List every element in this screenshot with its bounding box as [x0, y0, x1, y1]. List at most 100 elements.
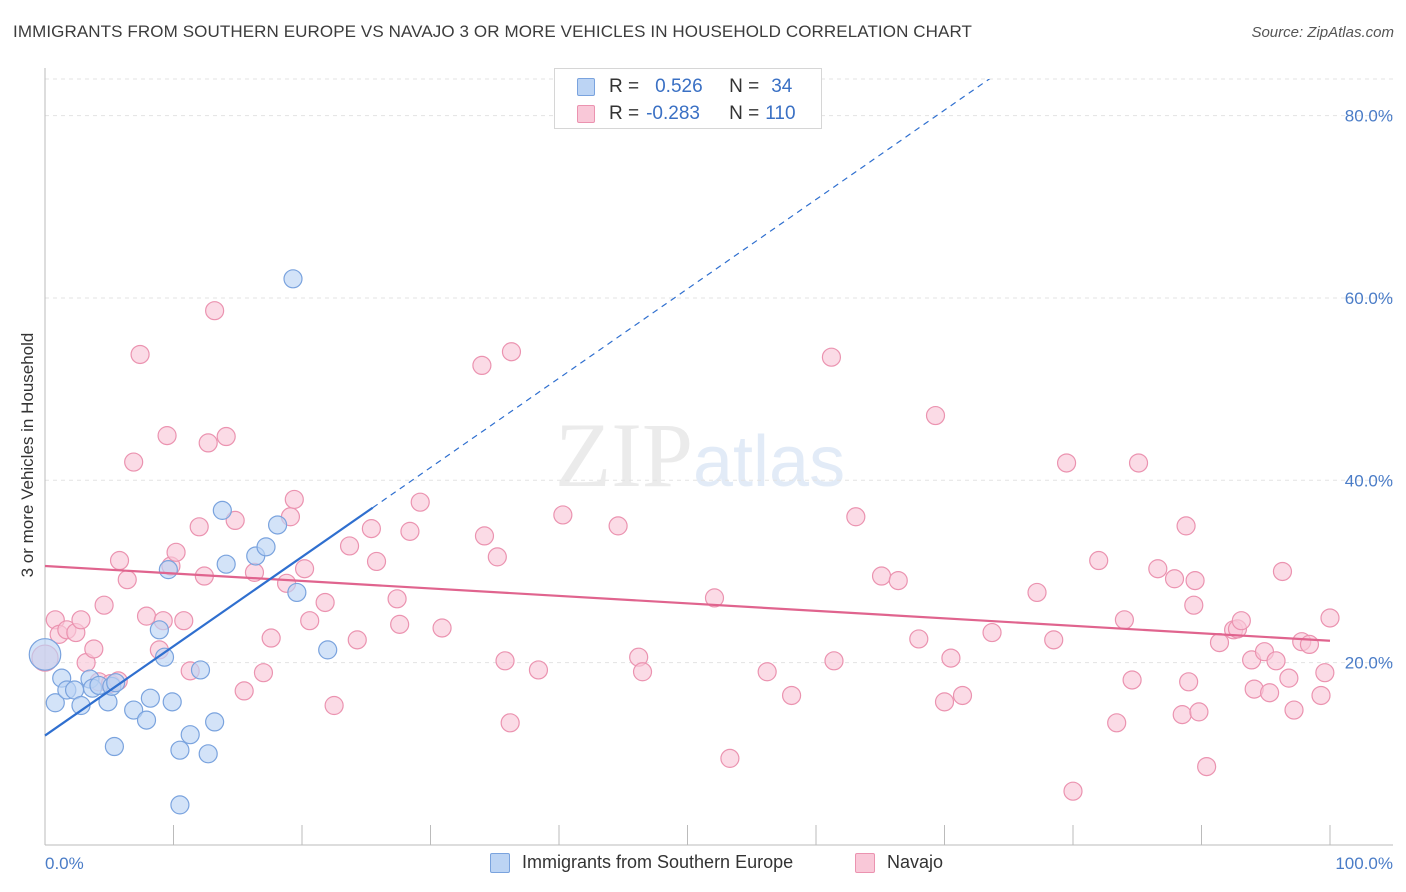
- navajo-point: [1176, 516, 1196, 536]
- navajo-point: [871, 566, 892, 586]
- navajo-point: [1044, 630, 1064, 650]
- navajo-point: [1279, 668, 1299, 688]
- immigrants-point: [162, 692, 182, 712]
- navajo-point: [1315, 663, 1335, 683]
- navajo-point: [189, 517, 209, 537]
- legend-swatch-blue: [577, 78, 595, 96]
- navajo-point: [400, 521, 420, 541]
- navajo-point: [124, 452, 144, 472]
- navajo-point: [821, 347, 842, 367]
- navajo-point: [361, 519, 381, 539]
- navajo-point: [1311, 685, 1331, 706]
- immigrants-point: [106, 673, 126, 693]
- navajo-point: [261, 628, 281, 648]
- navajo-point: [495, 651, 515, 671]
- legend-swatch-pink: [855, 852, 875, 873]
- navajo-point: [410, 492, 430, 512]
- navajo-point: [934, 692, 955, 712]
- immigrants-point: [149, 620, 169, 640]
- navajo-point: [720, 748, 740, 768]
- immigrants-point: [124, 700, 144, 720]
- navajo-point: [387, 589, 407, 609]
- navajo-point: [1272, 561, 1293, 582]
- navajo-point: [1185, 570, 1205, 591]
- legend-n-label: N =: [729, 76, 760, 97]
- immigrants-point: [45, 693, 65, 713]
- immigrants-point: [283, 269, 303, 289]
- immigrants-point: [318, 640, 338, 660]
- x-tick-label: 100.0%: [1335, 854, 1393, 873]
- legend-r-value: -0.283: [646, 103, 700, 124]
- immigrants-point: [198, 744, 218, 764]
- navajo-point: [1209, 632, 1230, 653]
- navajo-point: [174, 611, 194, 631]
- navajo-point: [1172, 705, 1192, 725]
- navajo-point: [366, 551, 387, 572]
- immigrants-point: [212, 500, 232, 520]
- navajo-point: [347, 630, 367, 650]
- navajo-point: [216, 426, 236, 447]
- navajo-point: [225, 510, 245, 531]
- navajo-point: [84, 639, 104, 659]
- navajo-point: [390, 614, 410, 634]
- navajo-point: [888, 570, 908, 591]
- legend-r-label: R =: [609, 76, 640, 97]
- navajo-point: [487, 547, 507, 567]
- navajo-point: [294, 559, 315, 579]
- legend-series: Immigrants from Southern Europe Navajo: [0, 852, 1406, 876]
- navajo-trendline: [44, 564, 1331, 642]
- legend-r-label: R =: [609, 103, 640, 124]
- y-tick-label: 60.0%: [1345, 289, 1393, 308]
- watermark: ZIPatlas: [555, 402, 845, 508]
- navajo-point: [472, 355, 492, 376]
- navajo-point: [1184, 595, 1204, 615]
- navajo-point: [632, 662, 653, 682]
- navajo-point: [1260, 683, 1280, 703]
- navajo-point: [824, 651, 844, 671]
- immigrants-point: [287, 582, 307, 603]
- navajo-point: [324, 695, 344, 716]
- navajo-point: [704, 588, 725, 608]
- navajo-point: [1164, 569, 1185, 589]
- immigrants-trendline: [44, 506, 374, 737]
- navajo-point: [1320, 608, 1340, 628]
- navajo-point: [234, 681, 254, 701]
- immigrants-trendline-extension: [372, 79, 991, 509]
- immigrants-point: [140, 688, 160, 708]
- navajo-point: [109, 550, 130, 571]
- immigrants-point: [104, 736, 124, 757]
- immigrants-point: [154, 647, 175, 667]
- navajo-point: [1179, 672, 1199, 692]
- navajo-point: [1128, 453, 1149, 473]
- immigrants-point: [28, 638, 62, 671]
- y-tick-label: 20.0%: [1345, 654, 1393, 673]
- navajo-point: [909, 629, 929, 649]
- navajo-point: [1122, 670, 1142, 690]
- legend-n-value: 110: [765, 103, 796, 124]
- legend-item-label: Immigrants from Southern Europe: [522, 852, 794, 872]
- navajo-point: [1027, 582, 1047, 603]
- navajo-point: [130, 344, 150, 365]
- navajo-point: [136, 606, 157, 626]
- navajo-point: [117, 570, 137, 590]
- navajo-point: [198, 433, 218, 453]
- navajo-point: [500, 713, 520, 733]
- navajo-point: [284, 489, 304, 510]
- legend-n-value: 34: [771, 76, 793, 97]
- immigrants-point: [158, 560, 178, 580]
- navajo-point: [757, 662, 777, 682]
- navajo-point: [253, 663, 274, 683]
- legend-swatch-blue: [490, 852, 510, 873]
- navajo-point: [925, 405, 946, 426]
- immigrants-point: [170, 795, 190, 815]
- navajo-point: [952, 685, 973, 706]
- x-tick-label: 0.0%: [45, 854, 84, 873]
- navajo-point: [1114, 610, 1135, 630]
- navajo-point: [941, 648, 961, 668]
- navajo-point: [1189, 702, 1209, 722]
- legend-n-label: N =: [729, 103, 760, 124]
- navajo-point: [1056, 453, 1077, 473]
- navajo-point: [1231, 611, 1251, 631]
- navajo-point: [205, 301, 225, 321]
